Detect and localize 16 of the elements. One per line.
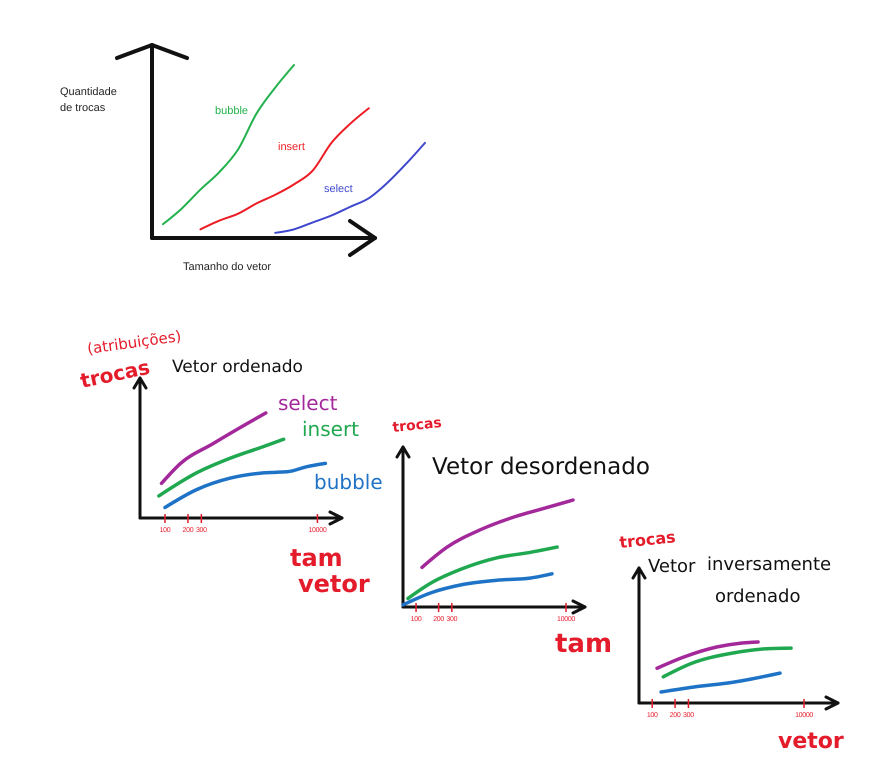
y-axis-title: trocas xyxy=(392,414,442,436)
x-axis-title: tam vetor xyxy=(290,544,370,598)
y-axis-title: trocas xyxy=(618,527,676,552)
y-axis-title: Quantidade de trocas xyxy=(60,86,117,114)
chart-title: Vetor ordenado xyxy=(172,357,303,377)
series-label: insert xyxy=(302,417,360,441)
series-label: select xyxy=(324,183,353,195)
x-axis-title: Tamanho do vetor xyxy=(183,261,272,273)
series-label: bubble xyxy=(314,470,383,494)
x-axis-title: tam xyxy=(555,629,612,659)
chart-title: Vetor desordenado xyxy=(432,454,650,480)
x-axis-title: vetor xyxy=(778,729,844,754)
series-label: bubble xyxy=(215,105,248,117)
chart-title: Vetor inversamente ordenado xyxy=(648,554,832,607)
series-label: insert xyxy=(278,141,305,153)
series-label: select xyxy=(278,391,338,415)
